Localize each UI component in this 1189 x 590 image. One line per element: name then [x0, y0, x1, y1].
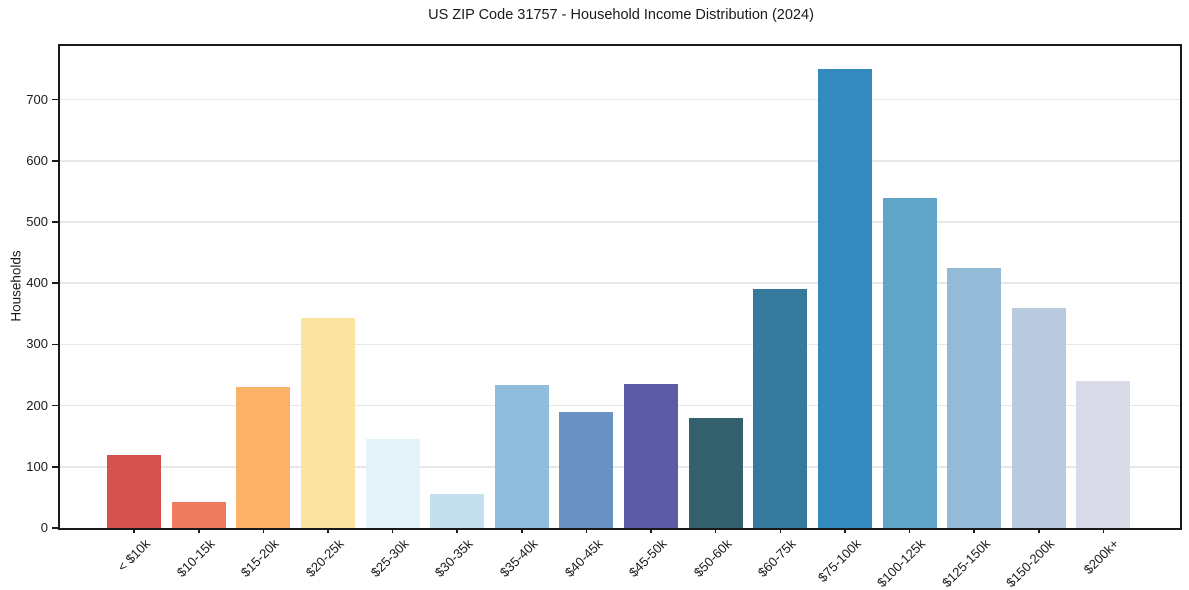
- gridline-y200: [60, 404, 1180, 407]
- x-tick-mark: [391, 528, 394, 533]
- x-tick-label: $60-75k: [755, 536, 799, 580]
- bar-30-35k: [430, 494, 485, 528]
- x-tick-mark: [1037, 528, 1040, 533]
- x-tick-mark: [844, 528, 846, 533]
- x-tick-label: $200k+: [1080, 536, 1122, 578]
- x-tick-label: $10-15k: [173, 536, 218, 580]
- bar-100-125k: [882, 197, 937, 528]
- chart-title: US ZIP Code 31757 - Household Income Dis…: [428, 7, 814, 23]
- x-tick-mark: [1102, 528, 1105, 533]
- y-tick-mark: [52, 282, 58, 284]
- x-tick-label: $25-30k: [367, 536, 412, 580]
- y-tick-mark: [52, 343, 58, 346]
- y-tick-mark: [52, 221, 58, 223]
- x-tick-mark: [714, 528, 717, 533]
- y-tick-mark: [52, 404, 58, 407]
- x-tick-label: $150-200k: [1003, 536, 1058, 590]
- x-tick-label: $40-45k: [561, 536, 606, 580]
- bar-20-25k: [301, 318, 356, 528]
- y-tick-mark: [52, 465, 58, 468]
- gridline-y300: [60, 343, 1180, 346]
- bar-60-75k: [753, 289, 808, 528]
- x-tick-mark: [262, 528, 265, 533]
- bar-35-40k: [494, 385, 549, 528]
- x-tick-mark: [973, 528, 975, 533]
- x-tick-mark: [908, 528, 911, 533]
- bar-25-30k: [365, 439, 420, 528]
- y-tick-mark: [52, 98, 58, 101]
- bar-40-45k: [559, 412, 614, 528]
- y-tick-label: 100: [26, 458, 48, 474]
- gridline-y400: [60, 282, 1180, 284]
- x-tick-label: $125-150k: [938, 536, 993, 590]
- x-tick-mark: [456, 528, 459, 533]
- y-tick-mark: [52, 527, 58, 529]
- y-tick-label: 300: [26, 336, 48, 352]
- y-tick-label: 600: [26, 152, 48, 168]
- gridline-y700: [60, 98, 1180, 101]
- bar-200k: [1076, 381, 1131, 528]
- x-tick-mark: [133, 528, 135, 533]
- bar-50-60k: [688, 418, 743, 528]
- x-tick-mark: [779, 528, 782, 533]
- bar-45-50k: [624, 383, 679, 528]
- bar-75-100k: [817, 68, 872, 528]
- bar-10-15k: [171, 502, 226, 528]
- y-tick-label: 200: [26, 397, 48, 413]
- y-tick-label: 400: [26, 275, 48, 291]
- x-tick-label: $15-20k: [238, 536, 283, 580]
- bar-10k: [107, 454, 162, 528]
- gridline-y100: [60, 466, 1180, 468]
- x-tick-mark: [650, 528, 652, 533]
- x-tick-label: $75-100k: [814, 536, 864, 585]
- x-tick-label: $20-25k: [302, 536, 347, 580]
- x-tick-label: $30-35k: [432, 536, 476, 580]
- x-tick-mark: [327, 528, 329, 533]
- y-tick-label: 700: [26, 91, 48, 107]
- x-tick-mark: [198, 528, 200, 533]
- x-tick-label: < $10k: [114, 536, 153, 575]
- gridline-y500: [60, 221, 1180, 223]
- y-tick-label: 500: [26, 213, 48, 229]
- x-tick-label: $100-125k: [874, 536, 929, 590]
- x-tick-mark: [521, 528, 523, 533]
- bar-150-200k: [1011, 307, 1066, 528]
- x-tick-label: $50-60k: [690, 536, 735, 580]
- bar-15-20k: [236, 387, 291, 528]
- plot-area: [58, 44, 1182, 530]
- bar-125-150k: [947, 267, 1002, 528]
- x-tick-label: $45-50k: [625, 536, 670, 580]
- x-tick-label: $35-40k: [496, 536, 541, 580]
- x-tick-mark: [585, 528, 588, 533]
- y-tick-label: 0: [40, 520, 48, 535]
- gridline-y600: [60, 160, 1180, 162]
- y-tick-mark: [52, 159, 58, 162]
